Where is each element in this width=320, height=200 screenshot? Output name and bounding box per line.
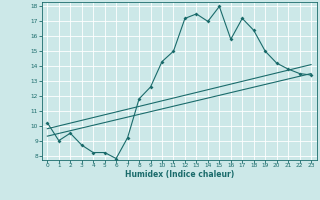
- X-axis label: Humidex (Indice chaleur): Humidex (Indice chaleur): [124, 170, 234, 179]
